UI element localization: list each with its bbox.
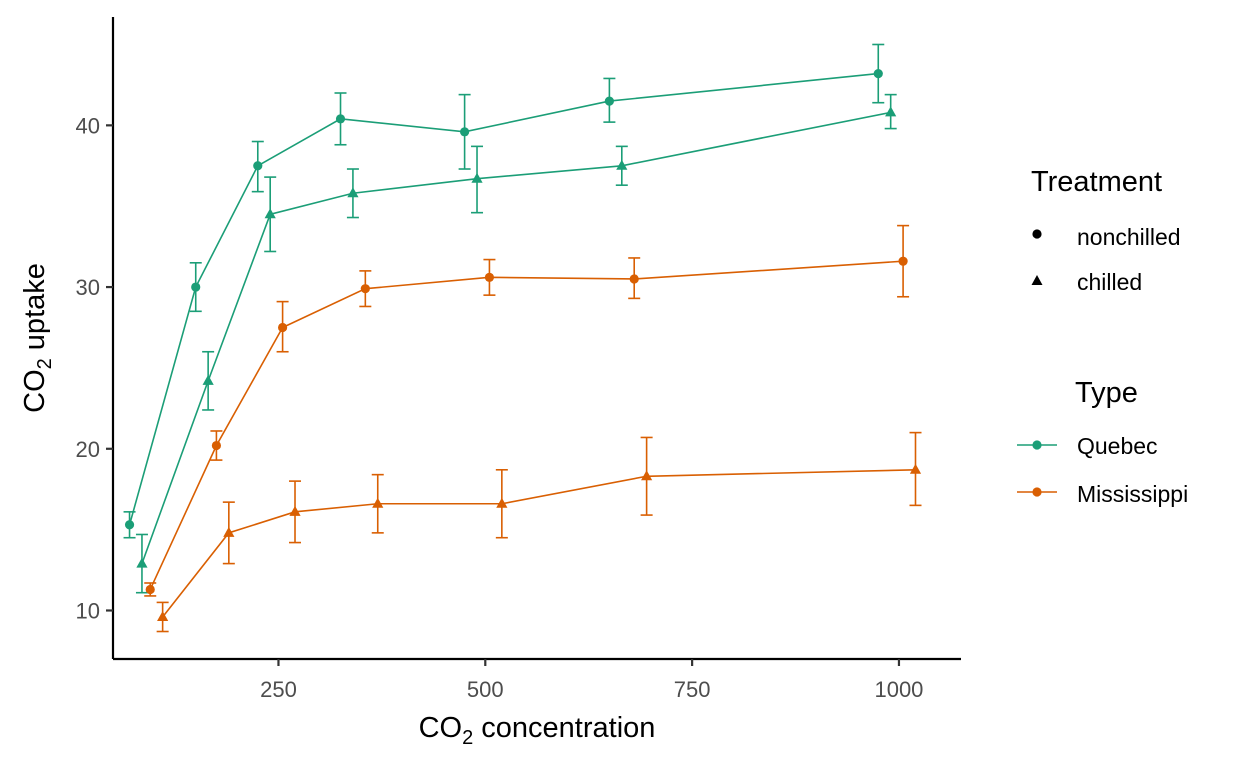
series-line-quebec-chilled — [141, 111, 891, 564]
x-axis-title: CO2 concentration — [419, 712, 656, 749]
series-quebec-chilled — [135, 93, 897, 594]
legend-type: Type Quebec Mississippi — [1017, 377, 1188, 507]
legend-quebec-label: Quebec — [1077, 433, 1158, 459]
series-mississippi-nonchilled — [144, 224, 910, 597]
data-point-circle — [360, 284, 370, 294]
y-tick-label: 20 — [76, 437, 100, 462]
series-mississippi-chilled — [156, 431, 922, 633]
series-line-mississippi-nonchilled — [149, 260, 904, 590]
data-point-circle — [145, 584, 155, 595]
data-point-circle — [898, 256, 908, 266]
data-point-circle — [484, 272, 495, 282]
data-point-triangle — [372, 497, 384, 508]
data-point-triangle — [909, 463, 922, 474]
data-point-triangle — [136, 557, 148, 568]
data-point-triangle — [289, 505, 301, 516]
data-point-circle — [335, 114, 346, 124]
series-line-mississippi-chilled — [162, 468, 916, 618]
x-tick-label: 750 — [674, 677, 711, 702]
data-point-circle — [278, 322, 288, 333]
data-point-circle — [253, 161, 263, 171]
legend-chilled-label: chilled — [1077, 269, 1142, 295]
x-tick-label: 500 — [467, 677, 504, 702]
y-axis-title: CO2 uptake — [19, 263, 56, 413]
legend-treatment-title: Treatment — [1031, 166, 1162, 198]
data-point-triangle — [157, 610, 169, 621]
x-tick-label: 250 — [260, 677, 297, 702]
series-quebec-nonchilled — [123, 43, 885, 539]
data-point-triangle — [885, 106, 897, 117]
data-point-triangle — [264, 208, 276, 219]
data-point-circle — [629, 274, 639, 284]
legend-chilled-triangle-icon — [1031, 275, 1043, 285]
data-point-triangle — [347, 187, 359, 198]
legend-mississippi-circle-icon — [1032, 487, 1042, 497]
series-line-quebec-nonchilled — [128, 72, 879, 525]
data-point-circle — [604, 96, 614, 106]
data-point-triangle — [496, 497, 508, 508]
legend-type-title: Type — [1075, 377, 1138, 409]
plot-area — [123, 43, 922, 633]
legend-quebec-circle-icon — [1032, 440, 1042, 450]
legend-treatment: Treatment nonchilled chilled — [1031, 166, 1181, 295]
legend-mississippi-label: Mississippi — [1077, 481, 1188, 507]
x-axis-ticks: 250 500 750 1000 — [260, 659, 923, 702]
data-point-triangle — [202, 374, 214, 385]
y-tick-label: 40 — [76, 113, 100, 138]
y-tick-label: 30 — [76, 275, 100, 300]
y-axis-ticks: 10 20 30 40 — [76, 113, 113, 623]
data-point-circle — [211, 440, 222, 451]
data-point-triangle — [641, 470, 653, 481]
data-point-triangle — [616, 159, 628, 170]
x-tick-label: 1000 — [874, 677, 923, 702]
data-point-triangle — [223, 526, 235, 537]
data-point-circle — [873, 68, 883, 79]
data-point-triangle — [471, 172, 483, 183]
data-point-circle — [191, 282, 201, 292]
legend-nonchilled-circle-icon — [1032, 229, 1042, 239]
data-point-circle — [124, 520, 135, 530]
data-point-circle — [460, 127, 470, 137]
legend-nonchilled-label: nonchilled — [1077, 224, 1181, 250]
y-tick-label: 10 — [76, 598, 100, 623]
